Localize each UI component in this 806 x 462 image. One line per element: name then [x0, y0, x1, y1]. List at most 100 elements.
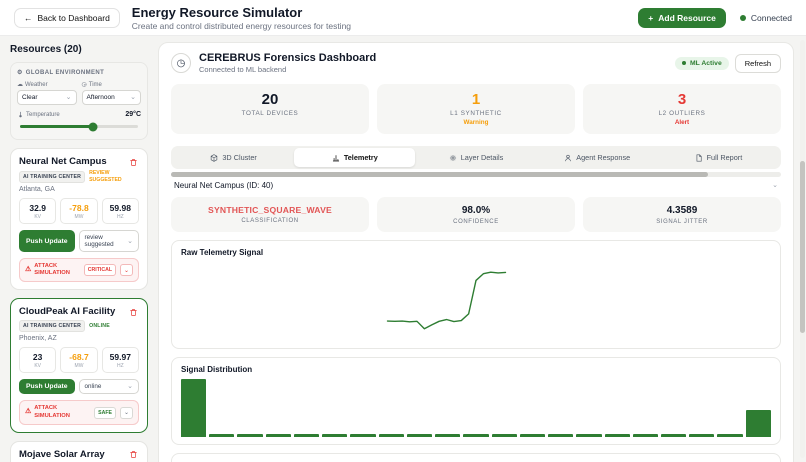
- cube-icon: [210, 153, 218, 162]
- classification-card: SYNTHETIC_SQUARE_WAVE CLASSIFICATION: [171, 197, 369, 232]
- tab-layer-details[interactable]: Layer Details: [415, 148, 536, 167]
- global-environment-heading: ⚙ GLOBAL ENVIRONMENT: [17, 69, 105, 77]
- cloud-icon: ☁: [17, 82, 23, 88]
- weather-select[interactable]: Clear ⌄: [17, 90, 77, 105]
- histogram-bar: [350, 434, 376, 437]
- histogram-bar: [717, 434, 743, 437]
- weather-label: ☁ Weather: [17, 81, 48, 89]
- histogram-bar: [209, 434, 235, 437]
- ml-metric-cards: SYNTHETIC_SQUARE_WAVE CLASSIFICATION 98.…: [171, 197, 781, 232]
- stat-total-devices: 20 TOTAL DEVICES: [171, 84, 369, 134]
- resource-card-mojave-solar-array[interactable]: Mojave Solar Array SOLAR ONLINE Johns Cr…: [10, 440, 148, 462]
- vertical-scrollbar-thumb[interactable]: [800, 161, 805, 333]
- header-actions: + Add Resource Connected: [638, 7, 792, 28]
- gear-icon: ⚙: [17, 70, 23, 76]
- back-to-dashboard-button[interactable]: ← Back to Dashboard: [14, 7, 120, 28]
- attack-simulation-label: ⚠ ATTACK SIMULATION: [25, 405, 70, 419]
- title-block: Energy Resource Simulator Create and con…: [132, 5, 351, 31]
- ml-active-dot-icon: [682, 61, 686, 65]
- dashboard-title: CEREBRUS Forensics Dashboard: [199, 52, 377, 64]
- dashboard-subtitle: Connected to ML backend: [199, 65, 287, 74]
- time-select[interactable]: Afternoon ⌄: [81, 90, 141, 105]
- ml-active-badge: ML Active: [675, 56, 729, 70]
- resource-status-select[interactable]: online ⌄: [78, 379, 139, 395]
- histogram-bar: [322, 434, 348, 437]
- histogram-bar: [181, 379, 207, 437]
- document-icon: [695, 153, 703, 162]
- add-resource-button[interactable]: + Add Resource: [638, 7, 726, 28]
- warning-icon: ⚠: [25, 265, 32, 273]
- metric-mw: -68.7 MW: [60, 347, 98, 374]
- histogram-bar: [491, 434, 517, 437]
- histogram-bar: [406, 434, 433, 437]
- temperature-slider-thumb[interactable]: [88, 122, 98, 131]
- device-selector[interactable]: Neural Net Campus (ID: 40) ⌄: [171, 177, 781, 193]
- raw-telemetry-chart: [181, 261, 771, 341]
- raw-telemetry-polyline: [388, 272, 506, 329]
- confidence-card: 98.0% CONFIDENCE: [377, 197, 575, 232]
- connected-label: Connected: [750, 12, 792, 23]
- histogram-bar: [378, 434, 404, 437]
- resource-card-cloudpeak-ai-facility[interactable]: CloudPeak AI Facility AI TRAINING CENTER…: [10, 298, 148, 433]
- attack-simulation-panel: ⚠ ATTACK SIMULATION CRITICAL ⌄: [19, 258, 139, 283]
- stats-row: 20 TOTAL DEVICES 1 L1 SYNTHETIC Warning …: [171, 84, 781, 134]
- delete-resource-icon[interactable]: [126, 305, 141, 319]
- metric-hz: 59.98 HZ: [101, 198, 139, 224]
- device-selector-value: Neural Net Campus (ID: 40): [174, 181, 274, 190]
- app-header: ← Back to Dashboard Energy Resource Simu…: [0, 0, 806, 36]
- main-panel: ◷ CEREBRUS Forensics Dashboard Connected…: [152, 36, 806, 462]
- attack-level-badge: CRITICAL: [83, 264, 116, 277]
- resource-status-badge: REVIEW SUGGESTED: [89, 170, 122, 183]
- back-arrow-icon: ←: [24, 12, 33, 23]
- dashboard-tabs: 3D Cluster Telemetry Layer Details: [171, 146, 781, 169]
- tab-telemetry[interactable]: Telemetry: [294, 148, 416, 167]
- signal-distribution-chart-card: Signal Distribution: [171, 357, 781, 445]
- add-resource-label: Add Resource: [658, 12, 716, 23]
- resource-name: CloudPeak AI Facility: [19, 306, 116, 318]
- bar-chart-icon: [332, 154, 340, 162]
- histogram-bar: [689, 434, 715, 437]
- resources-count-heading: Resources (20): [10, 44, 82, 55]
- horizontal-scrollbar-thumb[interactable]: [171, 172, 708, 177]
- resource-location: Atlanta, GA: [19, 186, 55, 193]
- attack-level-badge: SAFE: [94, 406, 116, 419]
- histogram-bar: [435, 434, 461, 437]
- resource-status-select[interactable]: review suggested ⌄: [78, 230, 139, 252]
- chevron-down-icon: ⌄: [130, 94, 136, 101]
- attack-level-select[interactable]: ⌄: [120, 406, 133, 419]
- tab-full-report[interactable]: Full Report: [658, 148, 779, 167]
- stat-l2-outliers: 3 L2 OUTLIERS Alert: [583, 84, 781, 134]
- global-environment-panel: ⚙ GLOBAL ENVIRONMENT ☁ Weather Clear ⌄: [10, 62, 148, 140]
- delete-resource-icon[interactable]: [126, 155, 141, 169]
- content-area: Resources (20) ⚙ GLOBAL ENVIRONMENT ☁ We…: [0, 36, 806, 462]
- temperature-label: Temperature: [17, 111, 60, 118]
- tab-agent-response[interactable]: Agent Response: [537, 148, 658, 167]
- push-update-button[interactable]: Push Update: [19, 379, 75, 395]
- resource-type-badge: AI TRAINING CENTER: [19, 170, 86, 183]
- resources-sidebar: Resources (20) ⚙ GLOBAL ENVIRONMENT ☁ We…: [0, 36, 152, 462]
- delete-resource-icon[interactable]: [126, 448, 141, 462]
- resource-card-neural-net-campus[interactable]: Neural Net Campus AI TRAINING CENTER REV…: [10, 148, 148, 291]
- time-label: ◶ Time: [81, 81, 102, 89]
- attack-level-select[interactable]: ⌄: [120, 264, 133, 277]
- tab-3d-cluster[interactable]: 3D Cluster: [173, 148, 294, 167]
- temperature-slider[interactable]: [20, 122, 138, 131]
- connected-dot-icon: [739, 14, 746, 21]
- time-value: Afternoon: [86, 94, 115, 101]
- horizontal-scrollbar: [171, 172, 781, 177]
- warning-icon: ⚠: [25, 408, 32, 416]
- weather-value: Clear: [22, 94, 38, 101]
- raw-telemetry-chart-card: Raw Telemetry Signal: [171, 240, 781, 349]
- histogram-bar: [660, 434, 687, 437]
- page-title: Energy Resource Simulator: [131, 4, 303, 20]
- resource-name: Neural Net Campus: [19, 156, 107, 167]
- push-update-button[interactable]: Push Update: [19, 230, 75, 252]
- metric-kv: 32.9 KV: [19, 198, 57, 224]
- refresh-button[interactable]: Refresh: [734, 53, 781, 73]
- metric-hz: 59.97 HZ: [101, 347, 139, 374]
- attack-simulation-label: ⚠ ATTACK SIMULATION: [25, 263, 70, 277]
- page-subtitle: Create and control distributed energy re…: [131, 20, 352, 31]
- histogram-bar: [463, 434, 489, 437]
- histogram-bar: [576, 434, 602, 437]
